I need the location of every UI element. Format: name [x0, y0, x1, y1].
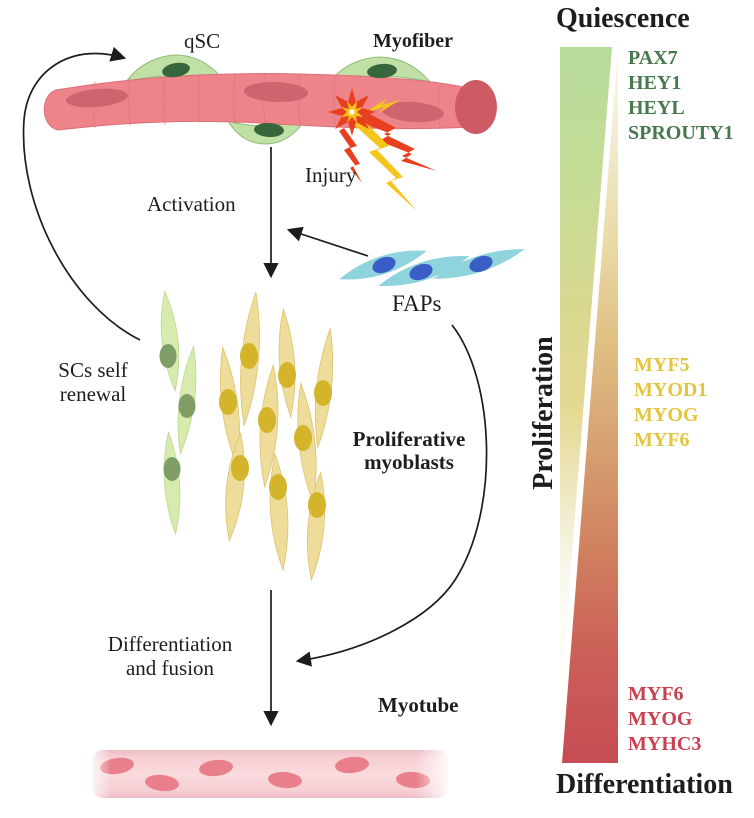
differentiation-stage-label: Differentiation — [556, 769, 733, 800]
self-renewal-cells — [160, 289, 197, 536]
fap-nuclei — [372, 255, 493, 281]
gene-label: HEY1 — [628, 72, 682, 94]
myoblast-nuclei — [219, 343, 332, 518]
myofiber-label: Myofiber — [373, 30, 453, 52]
gene-label: MYF5 — [634, 354, 690, 376]
differentiation-gene-list: MYF6 MYOG MYHC3 — [628, 682, 701, 757]
gene-label: HEYL — [628, 97, 685, 119]
gene-label: MYF6 — [634, 429, 690, 451]
self-renewal-label: SCs self renewal — [58, 358, 128, 406]
self-renewal-arrow — [22, 46, 141, 341]
self-renewal-nuclei — [159, 344, 196, 481]
gene-label: MYOG — [628, 708, 693, 730]
gene-label: SPROUTY1 — [628, 122, 734, 144]
quiescence-stage-label: Quiescence — [556, 3, 690, 34]
activation-label: Activation — [147, 192, 236, 216]
satellite-cell-nuclei — [162, 62, 397, 138]
myofiber-end-cap — [455, 80, 497, 134]
proliferation-gene-list: MYF5 MYOD1 MYOG MYF6 — [634, 353, 707, 453]
qsc-label: qSC — [184, 29, 221, 53]
proliferative-myoblast-cells — [219, 292, 334, 582]
myofiber-nuclei — [66, 81, 444, 123]
faps-to-fusion-arrow — [295, 324, 488, 667]
gene-label: MYOG — [634, 404, 699, 426]
gene-label: MYOD1 — [634, 379, 708, 401]
gradient-wedge-proliferation-differentiation — [562, 47, 618, 763]
gene-label: PAX7 — [628, 47, 678, 69]
quiescence-gene-list: PAX7 HEY1 HEYL SPROUTY1 — [628, 46, 734, 146]
proliferation-stage-label: Proliferation — [528, 336, 559, 490]
gene-label: MYHC3 — [628, 733, 702, 755]
faps-label: FAPs — [392, 291, 442, 316]
flow-arrows — [22, 46, 488, 727]
proliferative-myoblasts-label: Proliferative myoblasts — [352, 427, 466, 475]
myotube-label: Myotube — [378, 693, 459, 717]
gradient-wedge-quiescence-proliferation — [560, 47, 612, 705]
differentiation-fusion-label: Differentiation and fusion — [107, 632, 233, 680]
injury-lightning-icon — [328, 88, 437, 211]
gene-label: MYF6 — [628, 683, 684, 705]
faps-crosstalk-arrow — [286, 226, 369, 257]
injury-label: Injury — [305, 163, 357, 187]
myotube-illustration — [93, 750, 448, 798]
